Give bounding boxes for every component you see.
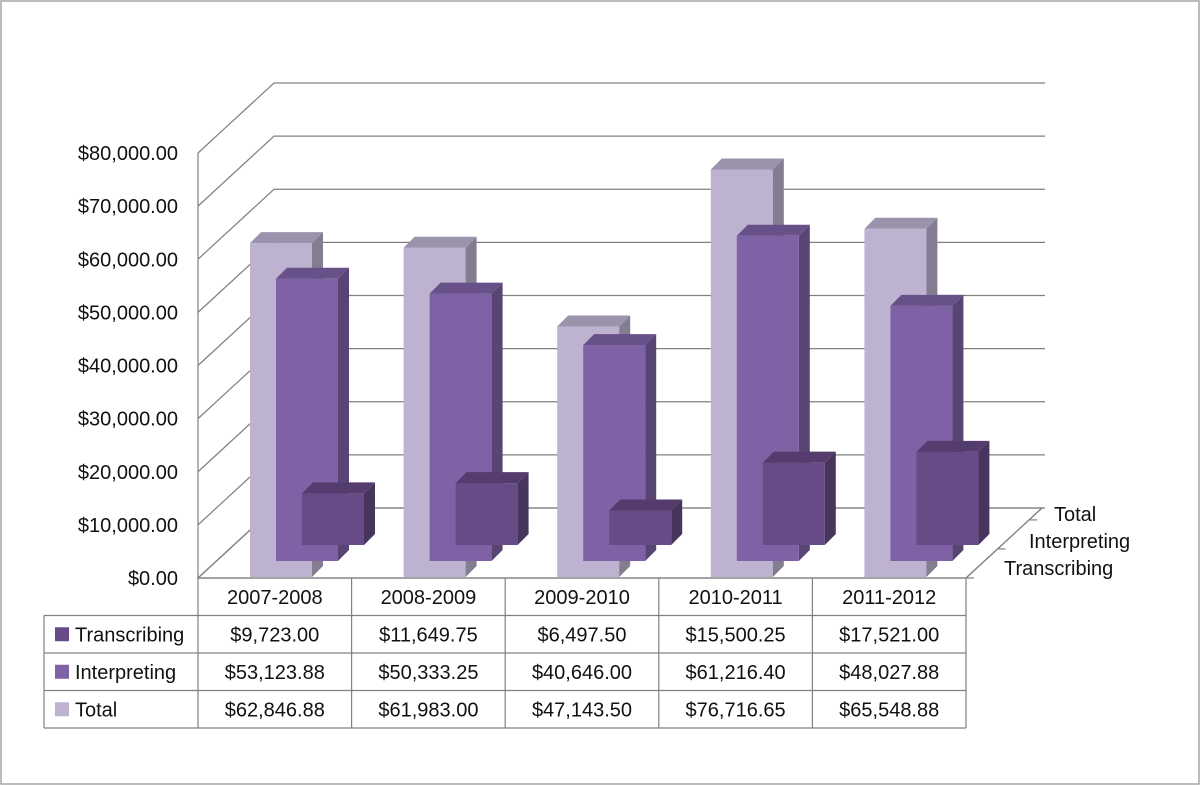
y-tick-label: $70,000.00 [78, 196, 178, 218]
data-label: $15,500.25 [686, 624, 786, 646]
bar-top [864, 217, 938, 229]
legend-key [55, 627, 69, 642]
y-tick-label: $0.00 [128, 568, 178, 590]
y-tick-label: $30,000.00 [78, 409, 178, 431]
bar-top [609, 499, 683, 511]
y-tick-label: $60,000.00 [78, 249, 178, 271]
legend-key [55, 664, 69, 679]
data-label: $9,723.00 [230, 624, 319, 646]
data-label: $17,521.00 [839, 624, 939, 646]
data-label: $47,143.50 [532, 699, 632, 721]
data-table: 2007-2008 2008-2009 2009-2010 2010-2011 2011… [43, 577, 967, 729]
bar-transcribing-2008-2009 [455, 472, 529, 545]
bar-front [455, 483, 518, 545]
y-tick-label: $40,000.00 [78, 356, 178, 378]
depth-axis-labels: Total Interpreting Transcribing [965, 504, 1130, 580]
bar-top [276, 267, 349, 279]
gridline [197, 135, 1045, 207]
y-tick-label: $10,000.00 [78, 515, 178, 537]
data-label: $50,333.25 [378, 662, 478, 684]
series-name: Interpreting [75, 662, 176, 684]
y-tick-label: $80,000.00 [78, 143, 178, 165]
depth-axis-label: Interpreting [1029, 531, 1130, 553]
y-tick-label: $20,000.00 [78, 462, 178, 484]
bar-top [250, 232, 323, 244]
bar-side [364, 482, 375, 545]
gridline [197, 188, 1045, 260]
bar-transcribing-2007-2008 [302, 482, 375, 545]
category-label: 2009-2010 [534, 587, 630, 609]
bar-front [302, 493, 364, 545]
gridline [197, 82, 1045, 154]
data-label: $40,646.00 [532, 662, 632, 684]
bar-top [583, 334, 657, 346]
bars [250, 158, 990, 577]
bar-transcribing-2011-2012 [916, 440, 990, 545]
depth-axis-label: Transcribing [1004, 558, 1113, 580]
bar-side [671, 499, 683, 545]
data-label: $61,983.00 [378, 699, 478, 721]
series-name: Total [75, 699, 117, 721]
data-label: $61,216.40 [686, 662, 786, 684]
bar-side [978, 440, 990, 545]
data-label: $76,716.65 [686, 699, 786, 721]
bar-top [557, 315, 631, 327]
data-label: $62,846.88 [225, 699, 325, 721]
legend-key [55, 702, 69, 717]
bar-top [710, 158, 784, 170]
bar-front [916, 451, 979, 545]
bar-top [302, 482, 375, 494]
category-label: 2007-2008 [227, 587, 323, 609]
category-label: 2011-2012 [842, 587, 936, 609]
bar-top [403, 236, 477, 248]
y-axis-ticks: $0.00 $10,000.00 $20,000.00 $30,000.00 $40,0… [78, 143, 178, 590]
bar-transcribing-2010-2011 [762, 451, 836, 545]
bar-top [429, 282, 503, 294]
data-label: $6,497.50 [538, 624, 627, 646]
data-label: $48,027.88 [839, 662, 939, 684]
bar-top [916, 440, 990, 452]
bar-front [609, 510, 672, 545]
bar-top [762, 451, 836, 463]
category-label: 2010-2011 [689, 587, 783, 609]
bar-top [736, 224, 810, 236]
bar-top [890, 294, 964, 306]
bar-side [517, 472, 529, 545]
bar-top [455, 472, 529, 484]
y-tick-label: $50,000.00 [78, 302, 178, 324]
data-label: $53,123.88 [225, 662, 325, 684]
depth-axis-label: Total [1054, 504, 1096, 526]
data-label: $11,649.75 [379, 624, 478, 646]
series-name: Transcribing [75, 624, 184, 646]
bar-front [762, 462, 825, 545]
data-label: $65,548.88 [839, 699, 939, 721]
bar-side [824, 451, 836, 545]
category-label: 2008-2009 [381, 587, 477, 609]
bar-transcribing-2009-2010 [609, 499, 683, 545]
